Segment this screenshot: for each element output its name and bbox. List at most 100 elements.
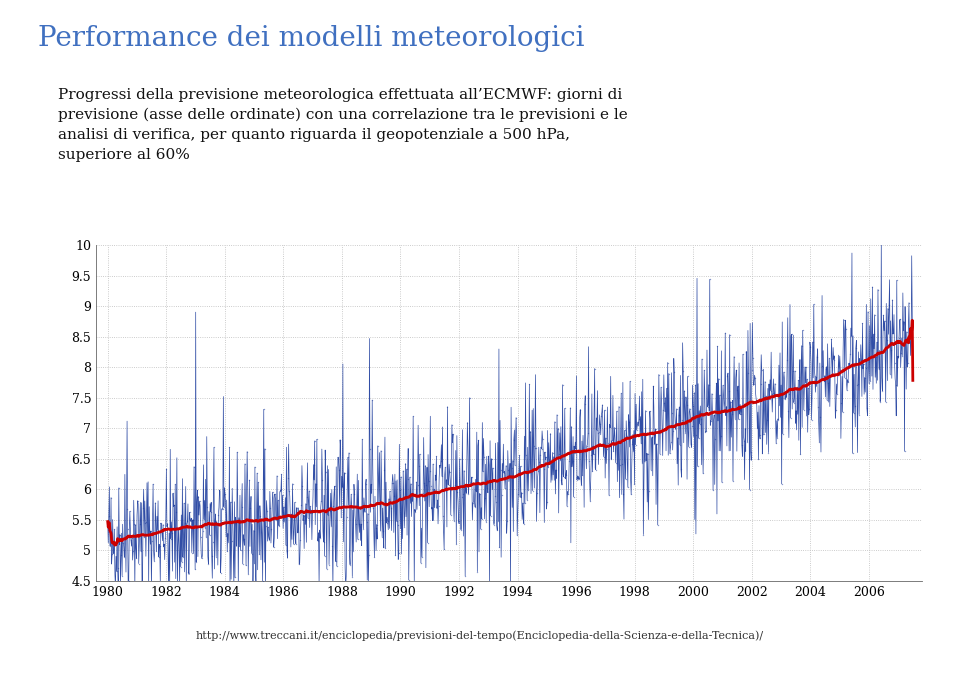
Point: [708, 434, 723, 445]
Point: [831, 370, 847, 381]
Point: [738, 346, 754, 357]
Point: [902, 328, 918, 339]
Point: [895, 350, 910, 361]
Point: [249, 582, 264, 593]
Point: [701, 379, 716, 391]
Point: [860, 307, 876, 318]
Point: [239, 446, 254, 457]
Point: [764, 388, 780, 399]
Point: [721, 386, 736, 397]
Point: [381, 494, 396, 505]
Point: [672, 439, 687, 450]
Point: [148, 497, 163, 508]
Point: [242, 475, 257, 486]
Point: [655, 426, 670, 438]
Point: [872, 363, 887, 374]
Point: [451, 515, 467, 526]
Point: [751, 454, 766, 465]
Point: [449, 486, 465, 498]
Point: [374, 531, 390, 542]
Point: [736, 435, 752, 447]
Point: [634, 438, 649, 449]
Point: [848, 342, 863, 354]
Point: [438, 462, 453, 473]
Point: [678, 427, 693, 438]
Point: [862, 375, 877, 386]
Point: [568, 443, 584, 454]
Point: [684, 438, 699, 449]
Point: [372, 497, 387, 508]
Point: [405, 411, 420, 422]
Point: [803, 342, 818, 353]
Point: [617, 425, 633, 436]
Point: [258, 520, 274, 531]
Point: [760, 447, 776, 458]
Point: [123, 534, 138, 545]
Point: [370, 440, 385, 452]
Point: [156, 519, 171, 530]
Point: [136, 531, 152, 542]
Point: [433, 456, 448, 467]
Point: [289, 502, 304, 513]
Point: [732, 408, 747, 419]
Point: [727, 351, 742, 362]
Point: [703, 415, 718, 426]
Point: [773, 412, 788, 423]
Point: [753, 379, 768, 390]
Point: [722, 329, 737, 340]
Point: [187, 564, 203, 575]
Point: [612, 459, 628, 470]
Point: [546, 452, 562, 463]
Point: [178, 517, 193, 528]
Point: [662, 448, 678, 459]
Point: [587, 363, 602, 374]
Point: [698, 426, 713, 438]
Point: [215, 503, 230, 514]
Point: [159, 518, 175, 529]
Point: [745, 352, 760, 363]
Point: [487, 519, 502, 531]
Point: [186, 461, 202, 472]
Point: [116, 552, 132, 563]
Point: [569, 474, 585, 485]
Point: [233, 545, 249, 556]
Point: [349, 503, 365, 514]
Point: [492, 542, 507, 553]
Point: [139, 517, 155, 528]
Point: [250, 468, 265, 479]
Point: [115, 538, 131, 549]
Point: [300, 491, 315, 503]
Point: [901, 298, 917, 309]
Text: Modelli meteorologici: Modelli meteorologici: [24, 676, 180, 690]
Point: [806, 299, 822, 310]
Point: [245, 582, 260, 593]
Point: [383, 503, 398, 514]
Point: [523, 426, 539, 437]
Point: [768, 438, 783, 449]
Point: [792, 371, 807, 382]
Point: [114, 570, 130, 581]
Point: [452, 453, 468, 464]
Point: [513, 461, 528, 472]
Point: [424, 502, 440, 513]
Point: [516, 518, 532, 529]
Point: [815, 374, 830, 385]
Point: [720, 370, 735, 382]
Point: [800, 374, 815, 385]
Point: [875, 385, 890, 396]
Point: [137, 517, 153, 528]
Point: [774, 478, 789, 489]
Point: [832, 365, 848, 376]
Point: [670, 432, 685, 443]
Point: [389, 516, 404, 527]
Point: [375, 526, 391, 537]
Point: [887, 357, 902, 368]
Point: [830, 365, 846, 377]
Point: [597, 405, 612, 416]
Point: [419, 480, 434, 491]
Point: [786, 397, 802, 408]
Point: [182, 507, 198, 518]
Point: [478, 516, 493, 527]
Point: [566, 491, 582, 503]
Point: [775, 428, 790, 440]
